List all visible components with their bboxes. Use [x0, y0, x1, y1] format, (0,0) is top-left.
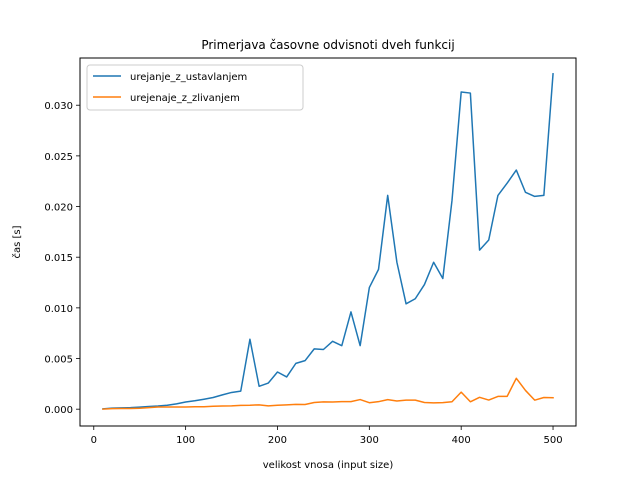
plot-area	[79, 57, 577, 427]
series-line-1	[102, 377, 554, 410]
series-layer	[102, 73, 554, 410]
x-tick-label-4: 400	[452, 435, 471, 446]
y-tick-label-3: 0.015	[44, 253, 73, 264]
series-line-0	[102, 73, 554, 410]
y-axis-label: čas [s]	[11, 225, 23, 258]
legend: urejanje_z_ustavlanjem urejenaje_z_zliva…	[86, 64, 304, 111]
x-tick-label-5: 500	[543, 435, 562, 446]
x-tick-label-2: 200	[268, 435, 287, 446]
legend-box	[86, 64, 304, 111]
x-tick-label-0: 0	[91, 435, 97, 446]
y-tick-label-1: 0.005	[44, 355, 73, 366]
x-tick-label-3: 300	[360, 435, 379, 446]
chart-title: Primerjava časovne odvisnoti dveh funkci…	[201, 38, 454, 52]
y-tick-label-4: 0.020	[44, 203, 73, 214]
legend-label-urejanje-z-ustavlanjem: urejanje_z_ustavlanjem	[130, 72, 247, 83]
y-tick-label-6: 0.030	[44, 101, 73, 112]
y-tick-label-2: 0.010	[44, 304, 73, 315]
axes-frame	[79, 57, 577, 427]
x-tick-label-1: 100	[176, 435, 195, 446]
y-tick-label-0: 0.000	[44, 405, 73, 416]
x-axis: 0 100 200 300 400 500	[91, 426, 563, 446]
x-axis-label: velikost vnosa (input size)	[263, 460, 394, 471]
y-axis: 0.000 0.005 0.010 0.015 0.020 0.025 0.030	[44, 101, 80, 416]
y-tick-label-5: 0.025	[44, 152, 73, 163]
legend-label-urejenaje-z-zlivanjem: urejenaje_z_zlivanjem	[130, 93, 240, 104]
